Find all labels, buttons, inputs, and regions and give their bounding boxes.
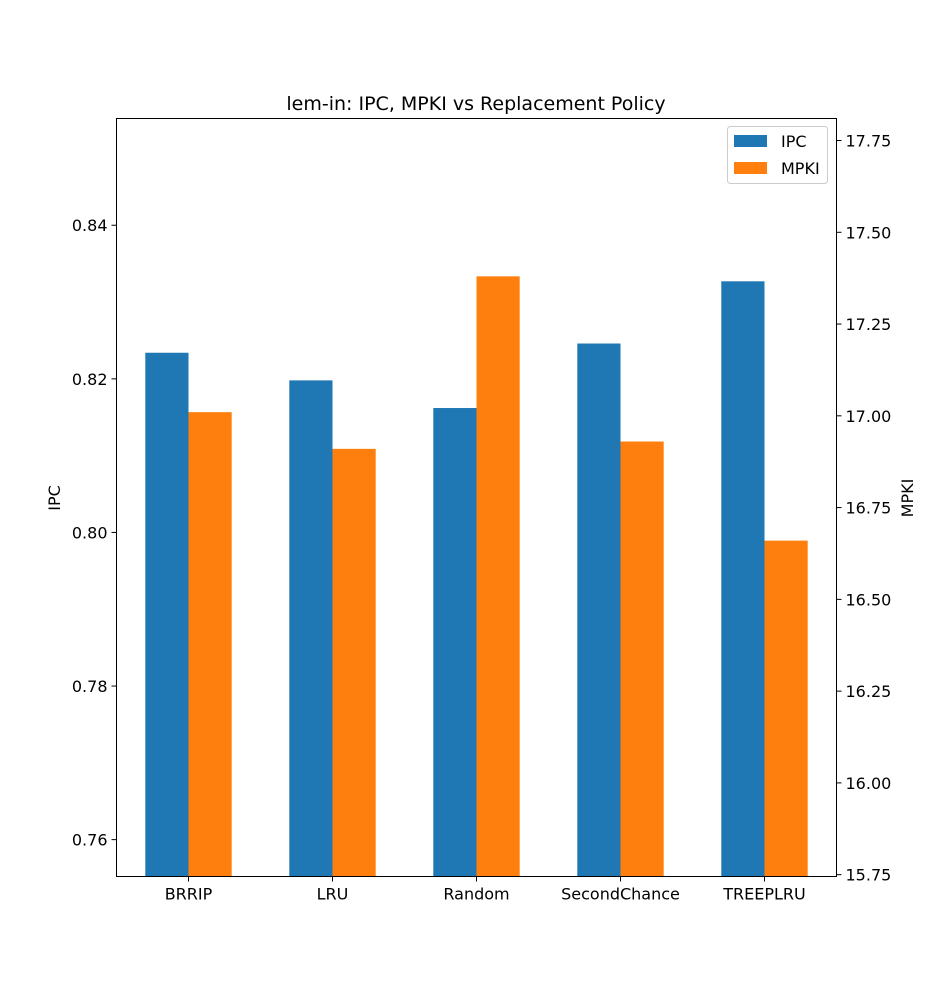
- y-right-tick-label: 17.50: [846, 223, 892, 242]
- bar-ipc-lru: [289, 380, 333, 877]
- y-right-tick-label: 16.00: [846, 774, 892, 793]
- y-right-tick-label: 16.25: [846, 682, 892, 701]
- bar-mpki-random: [476, 276, 520, 877]
- legend-label-mpki: MPKI: [781, 159, 820, 178]
- chart-title: lem-in: IPC, MPKI vs Replacement Policy: [286, 93, 665, 115]
- y-right-tick-label: 17.25: [846, 315, 892, 334]
- y-right-tick-label: 17.00: [846, 407, 892, 426]
- y-right-tick-label: 17.75: [846, 132, 892, 151]
- bar-mpki-lru: [332, 448, 376, 877]
- y-axis-left-label: IPC: [45, 485, 64, 511]
- y-left-tick-label: 0.84: [72, 216, 108, 235]
- y-left-tick-label: 0.78: [72, 677, 108, 696]
- x-tick-label: TREEPLRU: [722, 885, 806, 904]
- x-axis: BRRIP LRU Random SecondChance TREEPLRU: [165, 876, 806, 904]
- x-tick-label: LRU: [317, 885, 349, 904]
- legend: IPC MPKI: [727, 126, 828, 184]
- x-tick-label: BRRIP: [165, 885, 213, 904]
- y-right-tick-label: 15.75: [846, 866, 892, 885]
- bar-ipc-brrip: [145, 352, 189, 877]
- bar-mpki-brrip: [188, 412, 232, 877]
- bar-mpki-secondchance: [620, 441, 664, 877]
- y-left-tick-label: 0.80: [72, 523, 108, 542]
- y-left-tick-label: 0.76: [72, 831, 108, 850]
- y-left-tick-label: 0.82: [72, 370, 108, 389]
- legend-swatch-ipc: [734, 135, 767, 147]
- legend-swatch-mpki: [734, 162, 767, 174]
- y-axis-right-label: MPKI: [898, 479, 917, 518]
- y-axis-left: 0.76 0.78 0.80 0.82 0.84: [72, 216, 117, 850]
- x-tick-label: Random: [443, 885, 509, 904]
- bar-ipc-random: [433, 408, 477, 877]
- bar-ipc-treeplru: [721, 281, 765, 877]
- y-axis-right: 15.75 16.00 16.25 16.50 16.75 17.00 17.25 17.50…: [836, 132, 892, 885]
- bars-group: [145, 276, 808, 877]
- x-tick-label: SecondChance: [561, 885, 680, 904]
- bar-mpki-treeplru: [764, 540, 808, 877]
- bar-ipc-secondchance: [577, 343, 621, 877]
- y-right-tick-label: 16.50: [846, 590, 892, 609]
- y-right-tick-label: 16.75: [846, 499, 892, 518]
- legend-label-ipc: IPC: [781, 132, 807, 151]
